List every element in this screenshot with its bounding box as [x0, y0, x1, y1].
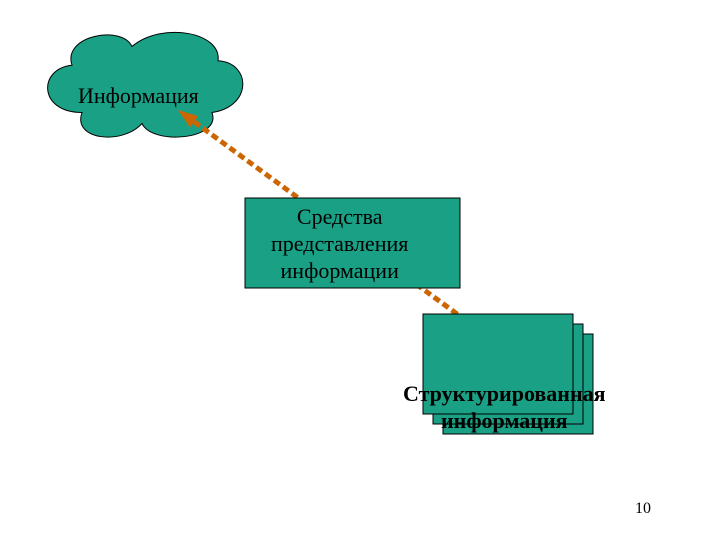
page-number: 10 [635, 500, 651, 518]
middle-box-label: Средства представления информации [271, 203, 408, 284]
cloud-label: Информация [78, 83, 199, 109]
diagram-stage: Информация Средства представления информ… [0, 0, 720, 540]
stack-label: Структурированная информация [403, 380, 606, 434]
